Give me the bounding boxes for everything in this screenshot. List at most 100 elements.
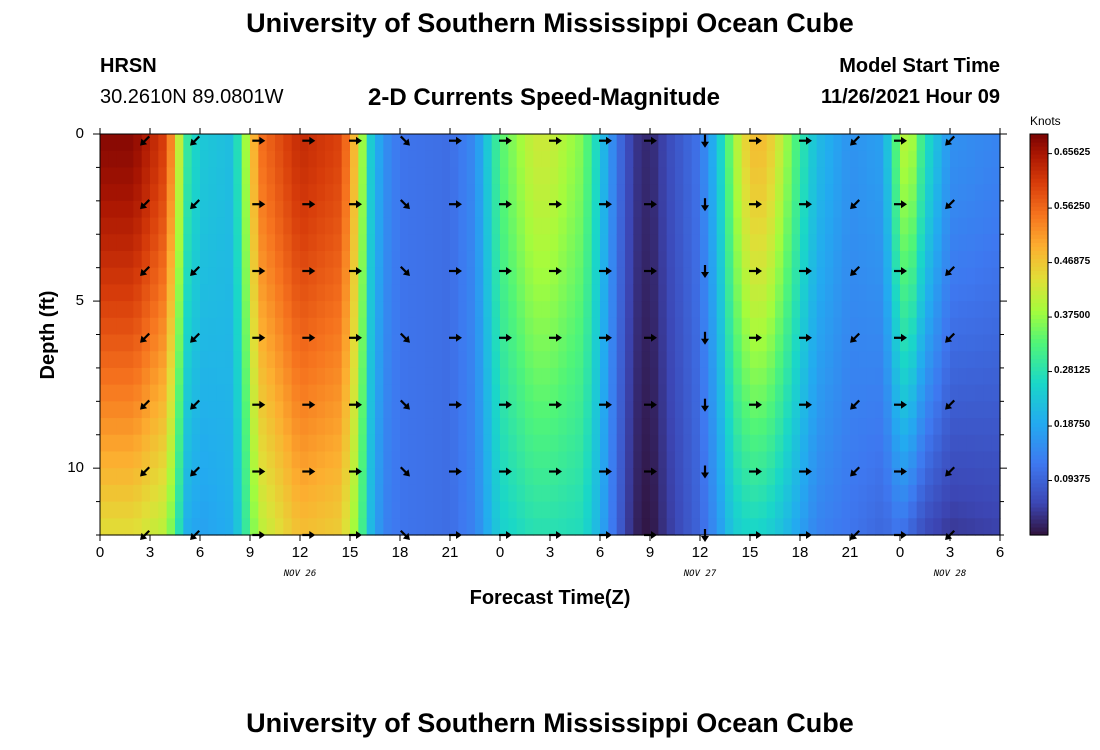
heatmap-cell xyxy=(200,334,209,352)
heatmap-cell xyxy=(775,250,784,269)
heatmap-cell xyxy=(116,267,126,285)
heatmap-cell xyxy=(600,418,609,436)
heatmap-cell xyxy=(508,267,518,285)
colorbar-segment xyxy=(1030,430,1048,436)
heatmap-cell xyxy=(650,451,659,469)
heatmap-cell xyxy=(291,518,301,536)
heatmap-cell xyxy=(725,301,734,319)
x-tick-label: 21 xyxy=(841,544,859,561)
heatmap-cell xyxy=(958,484,968,503)
heatmap-cell xyxy=(433,334,443,352)
heatmap-cell xyxy=(116,150,126,169)
heatmap-cell xyxy=(791,267,801,285)
heatmap-cell xyxy=(816,301,826,319)
heatmap-cell xyxy=(783,418,793,436)
heatmap-cell xyxy=(116,418,126,436)
heatmap-cell xyxy=(533,334,543,352)
colorbar-tick-label: 0.56250 xyxy=(1054,201,1091,213)
heatmap-cell xyxy=(175,150,184,169)
heatmap-cell xyxy=(125,150,134,169)
heatmap-cell xyxy=(408,200,418,219)
heatmap-cell xyxy=(108,234,118,252)
heatmap-cell xyxy=(358,184,368,202)
heatmap-cell xyxy=(608,217,618,235)
heatmap-cell xyxy=(100,518,109,536)
heatmap-cell xyxy=(858,200,868,219)
heatmap-cell xyxy=(891,484,901,503)
heatmap-cell xyxy=(741,518,751,536)
heatmap-cell xyxy=(258,200,268,219)
heatmap-cell xyxy=(275,250,284,269)
heatmap-cell xyxy=(658,484,668,503)
heatmap-cell xyxy=(783,501,793,519)
heatmap-cell xyxy=(891,351,901,369)
heatmap-cell xyxy=(650,167,659,185)
current-arrow xyxy=(349,400,362,409)
heatmap-cell xyxy=(783,367,793,386)
heatmap-cell xyxy=(250,134,259,152)
current-arrow xyxy=(644,200,657,209)
heatmap-cell xyxy=(900,401,909,419)
heatmap-cell xyxy=(825,284,834,302)
heatmap-cell xyxy=(358,468,368,486)
heatmap-cell xyxy=(625,351,634,369)
heatmap-cell xyxy=(966,384,976,402)
heatmap-cell xyxy=(150,234,159,252)
heatmap-cell xyxy=(775,184,784,202)
y-tick-label: 10 xyxy=(67,459,84,477)
heatmap-cell xyxy=(783,451,793,469)
current-arrow xyxy=(549,200,562,209)
heatmap-cell xyxy=(716,367,726,386)
heatmap-cell xyxy=(591,184,601,202)
heatmap-cell xyxy=(591,267,601,285)
heatmap-cell xyxy=(575,484,584,503)
heatmap-cell xyxy=(525,501,534,519)
heatmap-cell xyxy=(516,150,526,169)
colorbar-segment xyxy=(1030,250,1048,255)
heatmap-cell xyxy=(308,334,318,352)
heatmap-cell xyxy=(175,267,184,285)
heatmap-cell xyxy=(608,167,618,185)
heatmap-cell xyxy=(616,284,626,302)
heatmap-cell xyxy=(341,468,351,486)
heatmap-cell xyxy=(741,267,751,285)
heatmap-cell xyxy=(466,501,476,519)
heatmap-cell xyxy=(566,518,576,536)
heatmap-cell xyxy=(241,451,251,469)
heatmap-cell xyxy=(500,234,509,252)
heatmap-cell xyxy=(366,334,376,352)
heatmap-cell xyxy=(650,134,659,152)
heatmap-cell xyxy=(175,468,184,486)
current-arrow xyxy=(701,465,709,479)
heatmap-cell xyxy=(975,250,984,269)
heatmap-cell xyxy=(900,334,909,352)
heatmap-cell xyxy=(700,384,709,402)
heatmap-cell xyxy=(775,217,784,235)
heatmap-cell xyxy=(525,150,534,169)
heatmap-cell xyxy=(750,501,759,519)
heatmap-cell xyxy=(141,217,151,235)
heatmap-cell xyxy=(525,284,534,302)
heatmap-cell xyxy=(575,401,584,419)
heatmap-cell xyxy=(166,200,176,219)
colorbar-segment xyxy=(1030,286,1048,291)
heatmap-cell xyxy=(541,384,551,402)
heatmap-cell xyxy=(100,234,109,252)
heatmap-cell xyxy=(741,150,751,169)
heatmap-cell xyxy=(591,301,601,319)
heatmap-cell xyxy=(425,167,434,185)
heatmap-cell xyxy=(991,184,1001,202)
heatmap-cell xyxy=(991,217,1001,235)
heatmap-cell xyxy=(300,217,309,235)
current-arrow xyxy=(252,267,266,275)
heatmap-cell xyxy=(375,367,384,386)
heatmap-cell xyxy=(158,217,168,235)
heatmap-cell xyxy=(975,501,984,519)
heatmap-cell xyxy=(616,250,626,269)
heatmap-cell xyxy=(283,234,293,252)
current-arrow xyxy=(399,399,410,410)
current-arrow xyxy=(302,333,316,342)
heatmap-cell xyxy=(241,434,251,453)
heatmap-cell xyxy=(108,184,118,202)
heatmap-cell xyxy=(750,234,759,252)
